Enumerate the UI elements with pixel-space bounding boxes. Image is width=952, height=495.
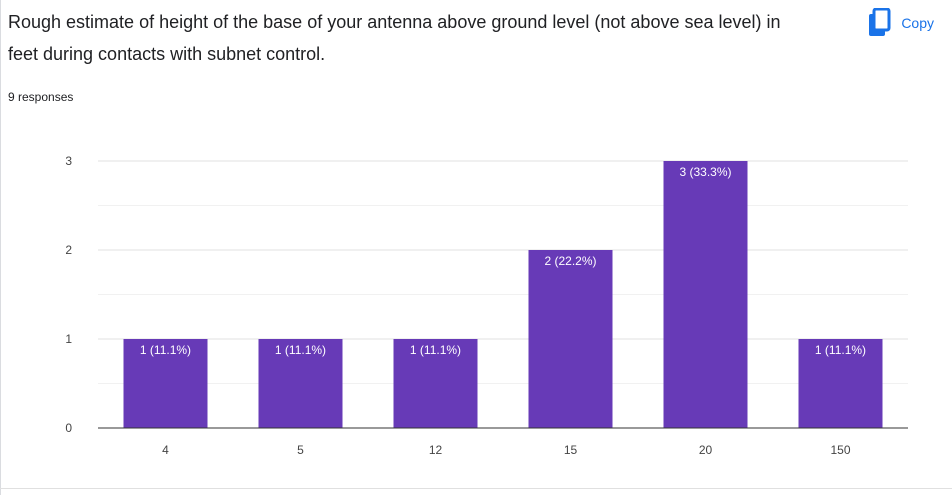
bottom-divider xyxy=(0,488,952,489)
bar xyxy=(798,339,883,428)
x-tick-label: 4 xyxy=(162,443,169,457)
bar-data-label: 2 (22.2%) xyxy=(544,254,596,268)
response-count: 9 responses xyxy=(8,90,74,104)
bar xyxy=(528,250,613,428)
bar xyxy=(258,339,343,428)
y-tick-label: 0 xyxy=(65,421,72,435)
y-tick-label: 2 xyxy=(65,243,72,257)
x-tick-label: 150 xyxy=(830,443,850,457)
bar-data-label: 1 (11.1%) xyxy=(410,343,461,357)
bar xyxy=(123,339,208,428)
y-tick-label: 1 xyxy=(65,332,72,346)
bar-data-label: 1 (11.1%) xyxy=(815,343,866,357)
copy-icon xyxy=(869,8,891,36)
question-title: Rough estimate of height of the base of … xyxy=(8,12,781,64)
x-tick-label: 15 xyxy=(564,443,578,457)
y-tick-label: 3 xyxy=(65,154,72,168)
x-tick-label: 12 xyxy=(429,443,443,457)
x-tick-label: 5 xyxy=(297,443,304,457)
x-tick-label: 20 xyxy=(699,443,713,457)
bar xyxy=(663,161,748,428)
left-border xyxy=(0,0,1,495)
bar-data-label: 1 (11.1%) xyxy=(275,343,326,357)
copy-button-label: Copy xyxy=(901,15,934,31)
bar-data-label: 1 (11.1%) xyxy=(140,343,191,357)
bar-data-label: 3 (33.3%) xyxy=(679,165,731,179)
copy-button[interactable]: Copy xyxy=(867,6,934,40)
bar xyxy=(393,339,478,428)
